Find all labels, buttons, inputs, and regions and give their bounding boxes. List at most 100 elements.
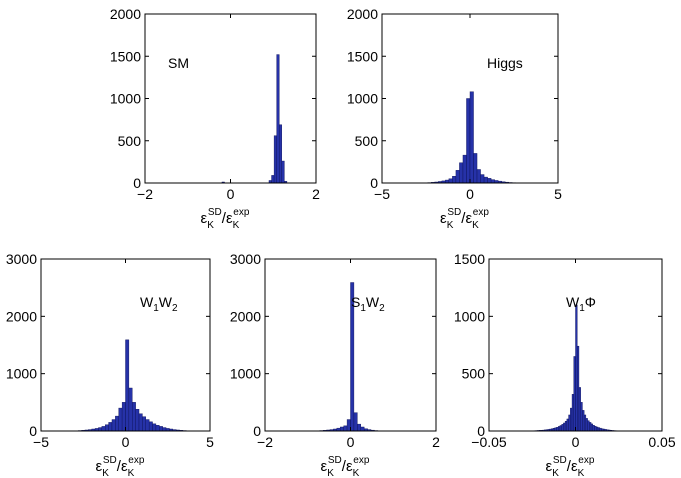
y-tick-label: 500 [118,133,142,149]
histogram-bar [155,425,160,432]
annotation-part: W [366,294,380,310]
y-tick-label: 0 [370,175,378,191]
x-label-slash: / [222,210,227,227]
histogram-bar [132,402,136,432]
x-label-sup: SD [103,455,117,466]
y-tick-label: 500 [355,133,379,149]
x-tick-label: −0.05 [471,434,507,450]
histogram-bar [559,425,562,432]
x-axis-label: εKSD/εKexp [440,207,489,231]
axes-frame [144,13,317,184]
histogram-bar [592,425,595,432]
x-axis-label: εKSD/εKexp [321,455,370,478]
histogram-bar [570,407,573,432]
annotation-subscript: 2 [172,303,178,314]
x-tick-label: 2 [432,434,440,450]
x-tick-label: −5 [374,186,390,202]
x-label-sub: K [207,220,214,231]
x-label-sup: exp [233,207,250,218]
x-label-sub: K [128,468,135,478]
annotation-part: W [159,294,173,310]
x-label-sub: K [233,220,240,231]
histogram-bar [108,422,113,432]
histogram-bar [583,414,587,432]
histogram-bar [115,415,119,432]
x-label-epsilon: ε [96,458,103,475]
histogram-bar [571,394,574,432]
histogram-bar [98,427,103,432]
x-label-epsilon: ε [571,458,578,475]
histogram-bar [148,421,153,432]
panel-annotation: W1Φ [566,294,596,314]
histogram-bar [561,424,564,432]
x-label-sub: K [447,220,454,231]
y-tick-label: 2000 [6,308,37,324]
histogram-bar [469,91,474,184]
x-label-epsilon: ε [465,210,472,227]
histogram-bar [111,419,116,432]
histogram-bar [487,178,492,184]
x-tick-label: 0 [466,186,474,202]
histogram-bar [142,416,146,432]
histogram-bar [585,418,588,432]
annotation-part: S [351,294,360,310]
histogram-bar [459,162,464,184]
panel-annotation: Higgs [487,55,523,71]
x-label-epsilon: ε [346,458,353,475]
histogram-bar [580,402,583,432]
annotation-subscript: 1 [360,303,366,314]
histogram-bar [271,175,275,184]
x-label-sub: K [327,468,334,478]
histogram-bar [343,425,348,432]
x-label-sub: K [578,468,585,478]
x-label-epsilon: ε [546,458,553,475]
x-tick-label: 0 [227,186,235,202]
x-label-epsilon: ε [321,458,328,475]
histogram-bar [452,176,457,184]
y-tick-label: 3000 [230,251,261,267]
x-label-sup: exp [128,455,145,466]
histogram-bar [162,427,167,432]
histogram-bar [594,425,597,432]
histogram-bar [118,407,123,432]
annotation-part: W [140,294,154,310]
x-tick-label: 2 [312,186,320,202]
y-tick-label: 1000 [230,366,261,382]
x-axis-label: εKSD/εKexp [201,207,250,231]
histogram-bar [145,419,150,432]
histogram-bar [566,418,569,432]
y-tick-label: 0 [477,423,485,439]
x-label-sup: exp [353,455,370,466]
histogram-bar [476,169,481,184]
histogram-bar [556,427,559,432]
histogram-bar [577,345,580,432]
x-label-sub: K [552,468,559,478]
histogram-bar [360,426,365,432]
panel-annotation: S1W2 [351,294,385,314]
histogram-bar [558,426,561,432]
y-tick-label: 1000 [110,91,141,107]
y-tick-label: 0 [133,175,141,191]
histogram-bar [587,420,590,432]
x-tick-label: 5 [554,186,562,202]
annotation-part: W [566,294,580,310]
x-label-epsilon: ε [226,210,233,227]
histogram-bar [279,124,282,184]
histogram-bar [462,154,467,184]
histogram-bar [490,179,495,184]
histogram-bar [101,426,106,432]
x-label-epsilon: ε [440,210,447,227]
histogram-bar [575,304,578,432]
histogram-bar [357,423,361,432]
y-tick-label: 1000 [6,366,37,382]
y-tick-label: 1000 [347,91,378,107]
x-label-sup: SD [328,455,342,466]
y-tick-label: 1500 [110,48,141,64]
x-label-slash: / [567,458,572,475]
histogram-bar [273,135,277,184]
